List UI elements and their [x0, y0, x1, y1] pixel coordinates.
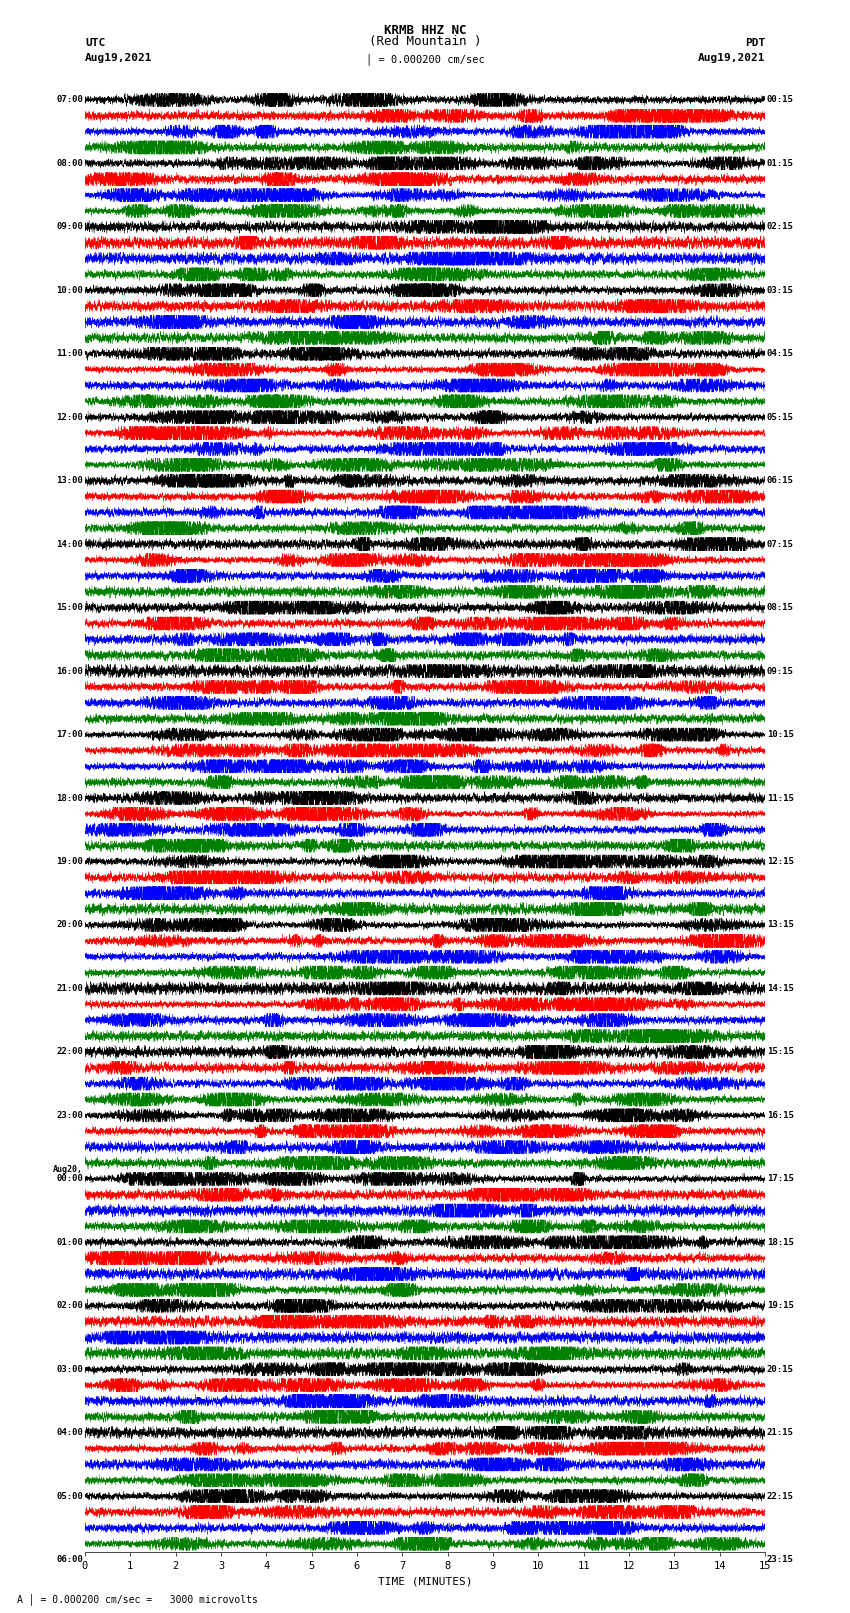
- Text: 12:15: 12:15: [767, 857, 794, 866]
- Text: 18:00: 18:00: [56, 794, 83, 803]
- Text: UTC: UTC: [85, 39, 105, 48]
- Text: 00:15: 00:15: [767, 95, 794, 105]
- Text: Aug19,2021: Aug19,2021: [85, 53, 152, 63]
- Text: 20:00: 20:00: [56, 921, 83, 929]
- Text: 05:00: 05:00: [56, 1492, 83, 1500]
- Text: 09:00: 09:00: [56, 223, 83, 231]
- Text: 20:15: 20:15: [767, 1365, 794, 1374]
- Text: 15:00: 15:00: [56, 603, 83, 611]
- Text: KRMB HHZ NC: KRMB HHZ NC: [383, 24, 467, 37]
- Text: 12:00: 12:00: [56, 413, 83, 421]
- Text: 17:00: 17:00: [56, 731, 83, 739]
- Text: 03:00: 03:00: [56, 1365, 83, 1374]
- X-axis label: TIME (MINUTES): TIME (MINUTES): [377, 1576, 473, 1586]
- Text: 00:00: 00:00: [56, 1174, 83, 1184]
- Text: 17:15: 17:15: [767, 1174, 794, 1184]
- Text: 11:00: 11:00: [56, 350, 83, 358]
- Text: 06:00: 06:00: [56, 1555, 83, 1565]
- Text: 16:00: 16:00: [56, 666, 83, 676]
- Text: 18:15: 18:15: [767, 1237, 794, 1247]
- Text: 19:00: 19:00: [56, 857, 83, 866]
- Text: 14:15: 14:15: [767, 984, 794, 994]
- Text: 15:15: 15:15: [767, 1047, 794, 1057]
- Text: 07:15: 07:15: [767, 540, 794, 548]
- Text: 21:00: 21:00: [56, 984, 83, 994]
- Text: 23:00: 23:00: [56, 1111, 83, 1119]
- Text: 07:00: 07:00: [56, 95, 83, 105]
- Text: 13:00: 13:00: [56, 476, 83, 486]
- Text: 21:15: 21:15: [767, 1428, 794, 1437]
- Text: 22:15: 22:15: [767, 1492, 794, 1500]
- Text: (Red Mountain ): (Red Mountain ): [369, 35, 481, 48]
- Text: 05:15: 05:15: [767, 413, 794, 421]
- Text: 08:15: 08:15: [767, 603, 794, 611]
- Text: 09:15: 09:15: [767, 666, 794, 676]
- Text: 10:15: 10:15: [767, 731, 794, 739]
- Text: Aug20,: Aug20,: [54, 1165, 83, 1174]
- Text: 08:00: 08:00: [56, 158, 83, 168]
- Text: 13:15: 13:15: [767, 921, 794, 929]
- Text: 14:00: 14:00: [56, 540, 83, 548]
- Text: Aug19,2021: Aug19,2021: [698, 53, 765, 63]
- Text: PDT: PDT: [745, 39, 765, 48]
- Text: 02:15: 02:15: [767, 223, 794, 231]
- Text: 01:15: 01:15: [767, 158, 794, 168]
- Text: 22:00: 22:00: [56, 1047, 83, 1057]
- Text: 04:15: 04:15: [767, 350, 794, 358]
- Text: 03:15: 03:15: [767, 286, 794, 295]
- Text: 23:15: 23:15: [767, 1555, 794, 1565]
- Text: 02:00: 02:00: [56, 1302, 83, 1310]
- Text: │ = 0.000200 cm/sec: │ = 0.000200 cm/sec: [366, 53, 484, 65]
- Text: A │ = 0.000200 cm/sec =   3000 microvolts: A │ = 0.000200 cm/sec = 3000 microvolts: [17, 1594, 258, 1605]
- Text: 19:15: 19:15: [767, 1302, 794, 1310]
- Text: 06:15: 06:15: [767, 476, 794, 486]
- Text: 04:00: 04:00: [56, 1428, 83, 1437]
- Text: 16:15: 16:15: [767, 1111, 794, 1119]
- Text: 01:00: 01:00: [56, 1237, 83, 1247]
- Text: 10:00: 10:00: [56, 286, 83, 295]
- Text: 11:15: 11:15: [767, 794, 794, 803]
